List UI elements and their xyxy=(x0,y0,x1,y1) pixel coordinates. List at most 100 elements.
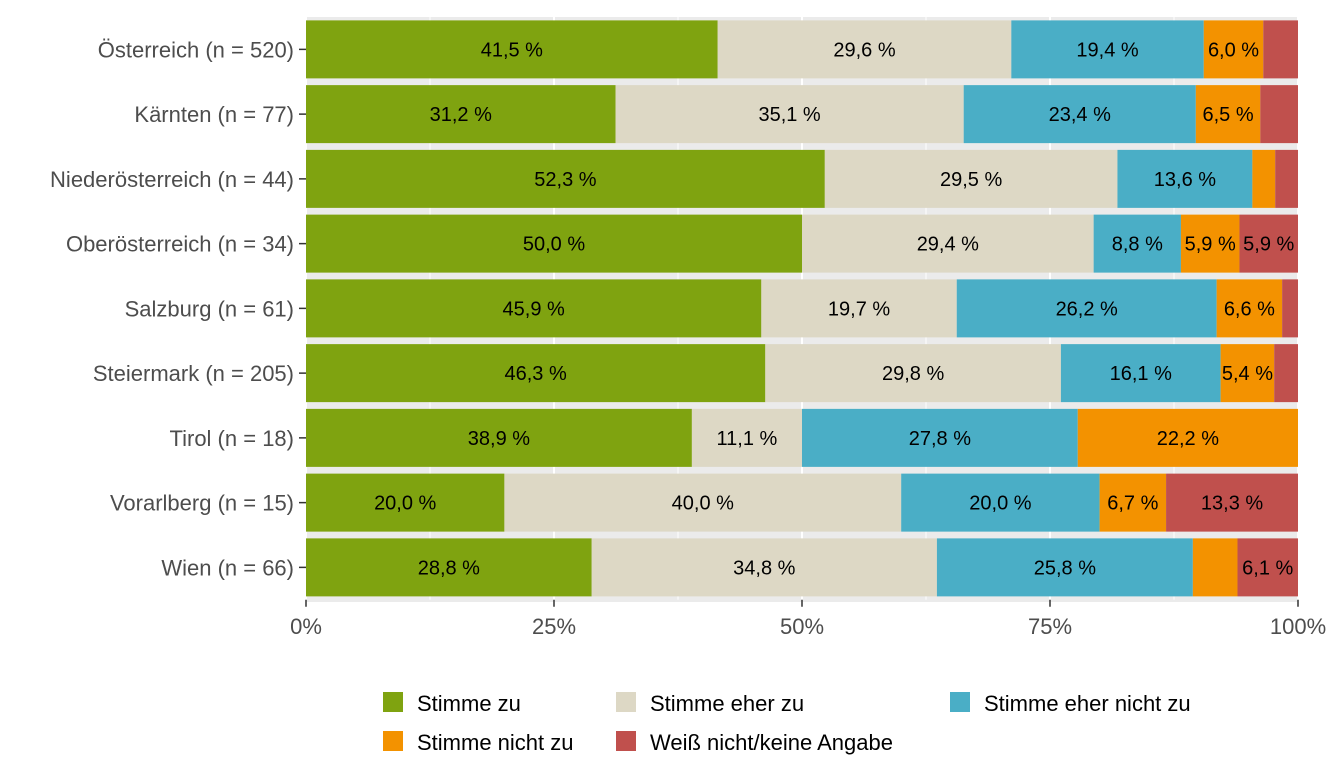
data-label: 41,5 % xyxy=(481,39,543,61)
data-label: 5,9 % xyxy=(1243,234,1294,256)
bar-segment xyxy=(306,20,718,79)
data-label: 52,3 % xyxy=(534,169,596,191)
data-label: 31,2 % xyxy=(430,104,492,126)
data-label: 13,3 % xyxy=(1201,493,1263,515)
legend-label: Stimme eher nicht zu xyxy=(984,691,1191,716)
bar-segment xyxy=(1077,408,1298,467)
data-label: 6,5 % xyxy=(1202,104,1253,126)
data-label: 50,0 % xyxy=(523,234,585,256)
legend-label: Stimme nicht zu xyxy=(417,730,574,755)
data-label: 23,4 % xyxy=(1049,104,1111,126)
bar-segment xyxy=(1220,344,1275,403)
bar-segment xyxy=(1166,473,1298,532)
bar-segment xyxy=(1252,149,1276,208)
bar-segment xyxy=(306,408,692,467)
bar-segment xyxy=(824,149,1118,208)
category-label: Niederösterreich (n = 44) xyxy=(50,167,294,192)
legend-swatch xyxy=(950,692,970,712)
data-label: 45,9 % xyxy=(503,298,565,320)
category-label: Salzburg (n = 61) xyxy=(125,296,294,321)
data-label: 29,5 % xyxy=(940,169,1002,191)
data-label: 19,4 % xyxy=(1076,39,1138,61)
x-tick-label: 75% xyxy=(1028,614,1072,639)
bar-segment xyxy=(1011,20,1204,79)
category-axis: Österreich (n = 520) Kärnten (n = 77) Nied… xyxy=(50,37,306,580)
data-label: 11,1 % xyxy=(717,428,778,450)
data-label: 5,4 % xyxy=(1222,363,1273,385)
data-label: 5,9 % xyxy=(1185,234,1236,256)
bar-segment xyxy=(1192,538,1238,597)
data-label: 19,7 % xyxy=(828,298,890,320)
bar-segment xyxy=(591,538,937,597)
bar-segment xyxy=(306,214,802,273)
bar-segment xyxy=(936,538,1193,597)
bar-segment xyxy=(802,408,1078,467)
data-label: 6,1 % xyxy=(1242,557,1293,579)
legend-swatch xyxy=(383,692,403,712)
bar-segment xyxy=(1180,214,1240,273)
bar-segment xyxy=(765,344,1061,403)
data-label: 34,8 % xyxy=(733,557,795,579)
data-label: 26,2 % xyxy=(1056,298,1118,320)
legend-swatch xyxy=(383,731,403,751)
bar-segment xyxy=(1239,214,1298,273)
bar-segment xyxy=(963,85,1196,144)
data-label: 6,0 % xyxy=(1208,39,1259,61)
data-label: 6,7 % xyxy=(1107,493,1158,515)
bar-segment xyxy=(1260,85,1298,144)
x-tick-label: 0% xyxy=(290,614,322,639)
bar-segment xyxy=(306,279,762,338)
data-label: 29,6 % xyxy=(833,39,895,61)
x-tick-label: 25% xyxy=(532,614,576,639)
category-label: Wien (n = 66) xyxy=(161,555,294,580)
legend-label: Stimme zu xyxy=(417,691,521,716)
data-labels: 41,5 % 29,6 % 19,4 % 6,0 % 31,2 % 35,1 % 23,4 … xyxy=(374,39,1294,579)
bar-segment xyxy=(306,85,616,144)
data-label: 29,8 % xyxy=(882,363,944,385)
data-label: 16,1 % xyxy=(1110,363,1172,385)
data-label: 28,8 % xyxy=(418,557,480,579)
legend-label: Stimme eher zu xyxy=(650,691,804,716)
bar-segment xyxy=(306,538,592,597)
bar-segment xyxy=(1117,149,1253,208)
bar-segment xyxy=(1274,344,1298,403)
bar-segment xyxy=(1203,20,1264,79)
data-label: 20,0 % xyxy=(374,493,436,515)
bar-segment xyxy=(1093,214,1181,273)
data-label: 46,3 % xyxy=(505,363,567,385)
bar-segment xyxy=(901,473,1100,532)
x-tick-label: 50% xyxy=(780,614,824,639)
data-label: 20,0 % xyxy=(969,493,1031,515)
category-label: Steiermark (n = 205) xyxy=(93,361,294,386)
bar-series xyxy=(306,20,1298,597)
bar-segment xyxy=(504,473,902,532)
bar-segment xyxy=(1282,279,1298,338)
data-label: 25,8 % xyxy=(1034,557,1096,579)
category-label: Oberösterreich (n = 34) xyxy=(66,232,294,257)
bar-segment xyxy=(1216,279,1283,338)
category-label: Kärnten (n = 77) xyxy=(134,102,294,127)
bar-segment xyxy=(1099,473,1167,532)
bar-segment xyxy=(306,473,505,532)
data-label: 29,4 % xyxy=(917,234,979,256)
bar-segment xyxy=(1195,85,1261,144)
bar-segment xyxy=(1275,149,1298,208)
bar-segment xyxy=(691,408,802,467)
legend-swatch xyxy=(616,692,636,712)
bar-segment xyxy=(1060,344,1221,403)
category-label: Vorarlberg (n = 15) xyxy=(110,491,294,516)
bar-segment xyxy=(802,214,1094,273)
category-label: Österreich (n = 520) xyxy=(98,37,294,62)
bar-segment xyxy=(1237,538,1298,597)
category-label: Tirol (n = 18) xyxy=(169,426,294,451)
data-label: 6,6 % xyxy=(1224,298,1275,320)
bar-segment xyxy=(717,20,1012,79)
bar-segment xyxy=(615,85,964,144)
legend-swatch xyxy=(616,731,636,751)
bar-segment xyxy=(956,279,1217,338)
data-label: 40,0 % xyxy=(672,493,734,515)
bar-segment xyxy=(1263,20,1298,79)
bar-segment xyxy=(761,279,957,338)
legend: Stimme zu Stimme eher zu Stimme eher nicht… xyxy=(383,691,1191,755)
